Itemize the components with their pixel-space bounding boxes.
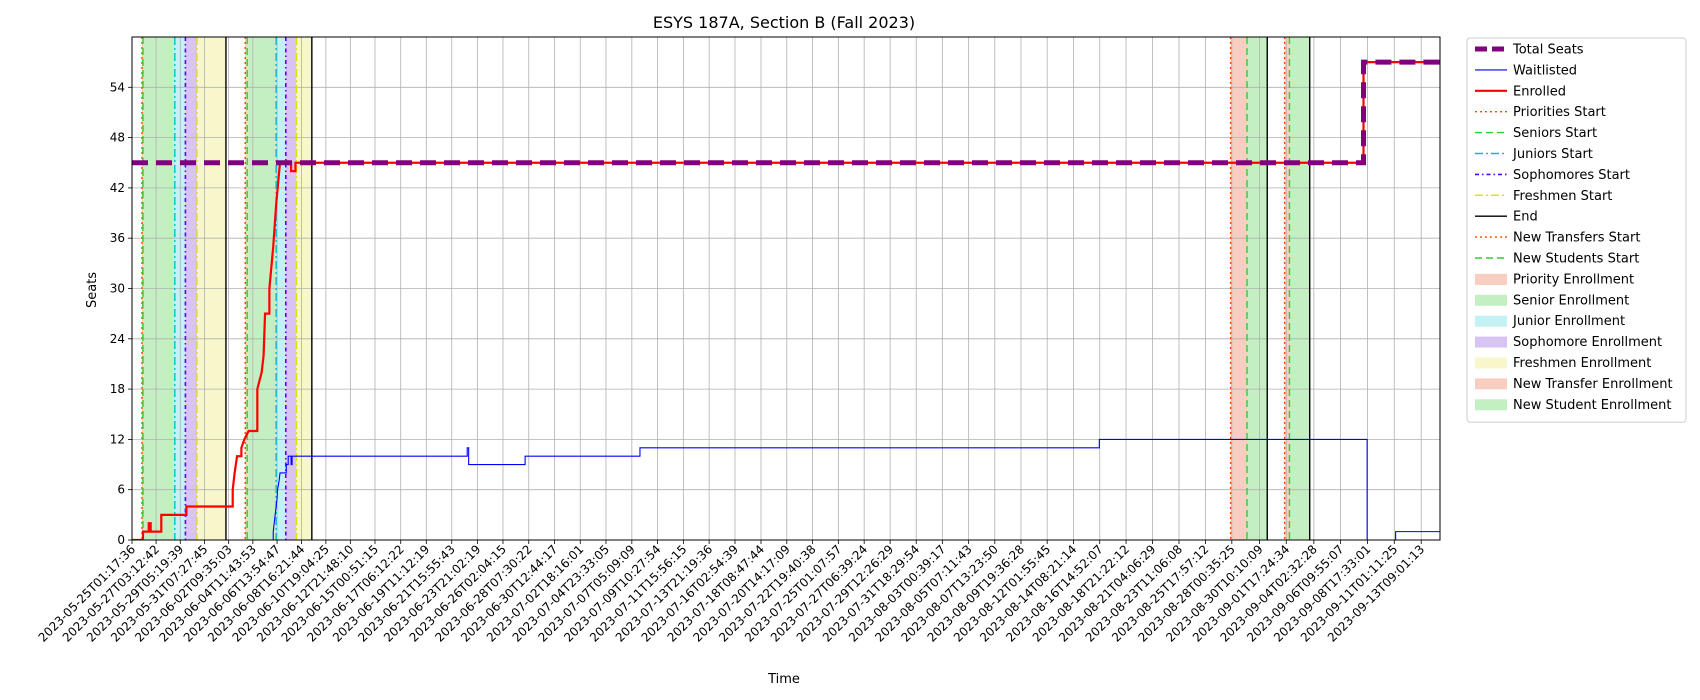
legend-label-seniors-start: Seniors Start: [1513, 126, 1597, 141]
chart-title: ESYS 187A, Section B (Fall 2023): [653, 13, 915, 32]
legend-label-freshmen-start: Freshmen Start: [1513, 189, 1612, 204]
legend-swatch-junior-enrollment: [1475, 315, 1507, 327]
legend-label-sophomore-enrollment: Sophomore Enrollment: [1513, 335, 1662, 350]
series-waitlisted: [132, 438, 1440, 540]
legend-swatch-new-student-enrollment: [1475, 399, 1507, 411]
y-axis-label: Seats: [85, 272, 100, 308]
legend-label-juniors-start: Juniors Start: [1512, 147, 1593, 162]
x-axis-label: Time: [767, 672, 800, 687]
y-tick-label: 42: [110, 181, 125, 195]
plot-area: 2023-05-25T01:17:362023-05-27T03:12:4220…: [36, 36, 1441, 645]
legend-label-priorities-start: Priorities Start: [1513, 105, 1606, 120]
legend-swatch-senior-enrollment: [1475, 294, 1507, 306]
legend-swatch-freshmen-enrollment: [1475, 357, 1507, 369]
legend-label-total-seats: Total Seats: [1512, 43, 1584, 58]
y-tick-label: 18: [110, 382, 125, 396]
y-tick-label: 6: [117, 483, 125, 497]
legend-label-senior-enrollment: Senior Enrollment: [1513, 293, 1629, 308]
legend-label-sophomores-start: Sophomores Start: [1513, 168, 1630, 183]
series-total-seats: [132, 59, 1440, 166]
y-tick-label: 48: [110, 131, 125, 145]
legend-label-end: End: [1513, 210, 1538, 225]
legend-swatch-new-transfer-enrollment: [1475, 378, 1507, 390]
y-tick-label: 24: [110, 332, 125, 346]
y-tick-label: 54: [110, 80, 125, 94]
plot-frame: [131, 36, 1441, 541]
legend-label-junior-enrollment: Junior Enrollment: [1512, 314, 1625, 329]
legend-label-new-student-enrollment: New Student Enrollment: [1513, 398, 1671, 413]
legend-label-new-transfers-start: New Transfers Start: [1513, 231, 1640, 246]
legend-label-priority-enrollment: Priority Enrollment: [1513, 272, 1634, 287]
legend-label-new-transfer-enrollment: New Transfer Enrollment: [1513, 377, 1673, 392]
legend-box: [1466, 37, 1687, 423]
y-tick-label: 30: [110, 282, 125, 296]
legend-swatch-priority-enrollment: [1475, 273, 1507, 285]
legend-label-freshmen-enrollment: Freshmen Enrollment: [1513, 356, 1651, 371]
legend-label-waitlisted: Waitlisted: [1513, 63, 1577, 78]
legend-label-new-students-start: New Students Start: [1513, 252, 1639, 267]
legend: Total Seats Waitlisted Enrolled Priorities …: [1466, 37, 1687, 423]
y-tick-label: 36: [110, 231, 125, 245]
legend-label-enrolled: Enrolled: [1513, 84, 1566, 99]
y-tick-label: 0: [117, 533, 125, 547]
y-tick-label: 12: [110, 432, 125, 446]
legend-swatch-sophomore-enrollment: [1475, 336, 1507, 348]
